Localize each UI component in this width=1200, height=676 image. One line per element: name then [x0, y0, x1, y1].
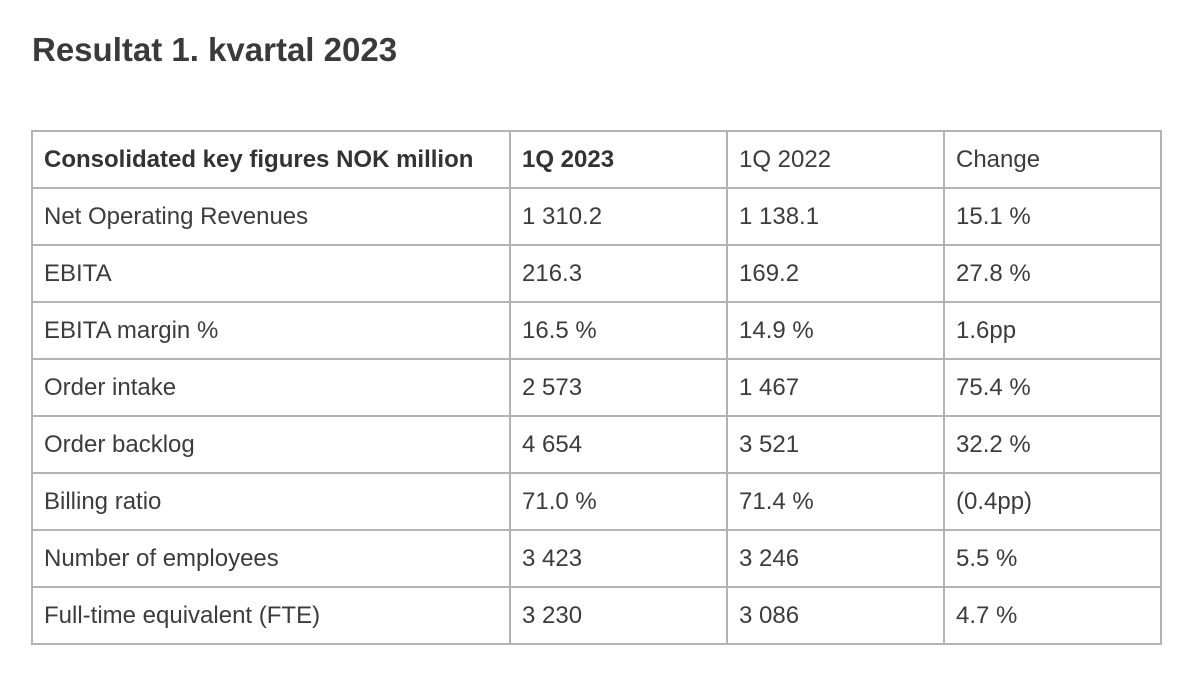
table-row: Order backlog 4 654 3 521 32.2 %	[31, 415, 1162, 474]
value-change: 1.6pp	[943, 301, 1162, 360]
page-title: Resultat 1. kvartal 2023	[32, 31, 398, 68]
row-label: Order backlog	[31, 415, 511, 474]
table-row: Net Operating Revenues 1 310.2 1 138.1 1…	[31, 187, 1162, 246]
table-row: EBITA 216.3 169.2 27.8 %	[31, 244, 1162, 303]
value-1q-2022: 3 246	[726, 529, 945, 588]
value-1q-2022: 169.2	[726, 244, 945, 303]
value-change: 15.1 %	[943, 187, 1162, 246]
value-change: 32.2 %	[943, 415, 1162, 474]
table-row: Order intake 2 573 1 467 75.4 %	[31, 358, 1162, 417]
column-header-change: Change	[943, 130, 1162, 189]
value-change: 75.4 %	[943, 358, 1162, 417]
key-figures-table: Consolidated key figures NOK million 1Q …	[31, 130, 1162, 645]
value-1q-2023: 2 573	[509, 358, 728, 417]
value-1q-2022: 3 086	[726, 586, 945, 645]
value-1q-2023: 16.5 %	[509, 301, 728, 360]
row-label: Billing ratio	[31, 472, 511, 531]
value-change: 4.7 %	[943, 586, 1162, 645]
column-header-1q-2022: 1Q 2022	[726, 130, 945, 189]
row-label: EBITA margin %	[31, 301, 511, 360]
table-row: Full-time equivalent (FTE) 3 230 3 086 4…	[31, 586, 1162, 645]
row-label: Number of employees	[31, 529, 511, 588]
table-row: Billing ratio 71.0 % 71.4 % (0.4pp)	[31, 472, 1162, 531]
row-label: EBITA	[31, 244, 511, 303]
value-1q-2023: 216.3	[509, 244, 728, 303]
value-1q-2023: 4 654	[509, 415, 728, 474]
table-row: Number of employees 3 423 3 246 5.5 %	[31, 529, 1162, 588]
value-1q-2023: 1 310.2	[509, 187, 728, 246]
row-label: Net Operating Revenues	[31, 187, 511, 246]
row-label: Full-time equivalent (FTE)	[31, 586, 511, 645]
value-1q-2023: 3 230	[509, 586, 728, 645]
value-1q-2022: 1 138.1	[726, 187, 945, 246]
table-header-row: Consolidated key figures NOK million 1Q …	[31, 130, 1162, 189]
value-1q-2022: 14.9 %	[726, 301, 945, 360]
value-change: (0.4pp)	[943, 472, 1162, 531]
value-1q-2022: 71.4 %	[726, 472, 945, 531]
value-1q-2023: 3 423	[509, 529, 728, 588]
row-label: Order intake	[31, 358, 511, 417]
column-header-1q-2023: 1Q 2023	[509, 130, 728, 189]
value-change: 27.8 %	[943, 244, 1162, 303]
value-1q-2023: 71.0 %	[509, 472, 728, 531]
value-1q-2022: 3 521	[726, 415, 945, 474]
value-change: 5.5 %	[943, 529, 1162, 588]
column-header-key-figure: Consolidated key figures NOK million	[31, 130, 511, 189]
value-1q-2022: 1 467	[726, 358, 945, 417]
table-row: EBITA margin % 16.5 % 14.9 % 1.6pp	[31, 301, 1162, 360]
